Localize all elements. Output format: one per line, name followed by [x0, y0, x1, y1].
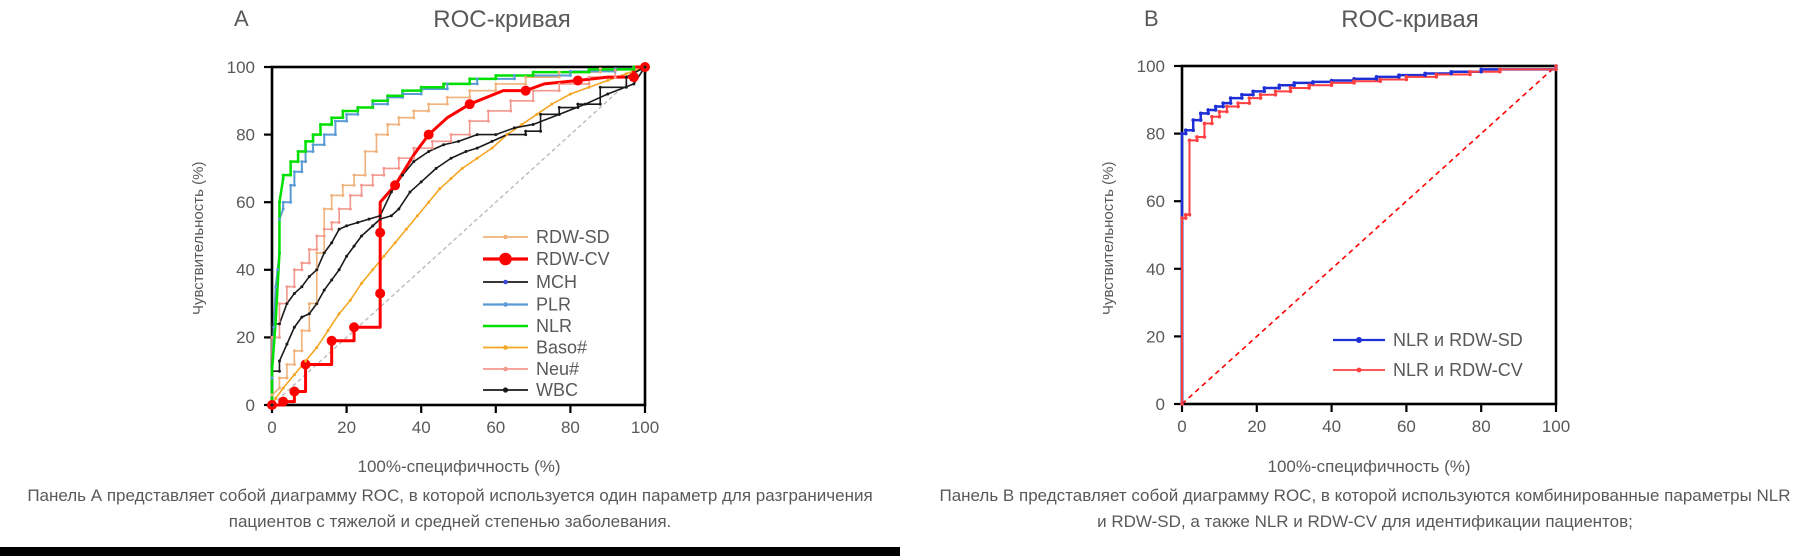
svg-text:20: 20	[337, 418, 356, 437]
svg-text:PLR: PLR	[536, 295, 571, 315]
svg-text:80: 80	[236, 126, 255, 145]
svg-text:40: 40	[1146, 260, 1165, 279]
svg-text:NLR: NLR	[536, 316, 572, 336]
svg-text:0: 0	[1156, 395, 1165, 414]
svg-text:0: 0	[1177, 417, 1186, 436]
svg-text:80: 80	[1146, 125, 1165, 144]
svg-text:40: 40	[412, 418, 431, 437]
svg-text:100: 100	[1542, 417, 1570, 436]
svg-text:100: 100	[1137, 57, 1165, 76]
svg-text:60: 60	[486, 418, 505, 437]
svg-text:100: 100	[227, 58, 255, 77]
svg-text:80: 80	[561, 418, 580, 437]
svg-text:60: 60	[1397, 417, 1416, 436]
svg-text:60: 60	[236, 193, 255, 212]
svg-text:Neu#: Neu#	[536, 359, 579, 379]
svg-text:RDW-CV: RDW-CV	[536, 249, 610, 269]
svg-text:RDW-SD: RDW-SD	[536, 227, 610, 247]
svg-text:100: 100	[631, 418, 659, 437]
svg-text:20: 20	[1247, 417, 1266, 436]
svg-text:40: 40	[236, 261, 255, 280]
svg-text:NLR и RDW-SD: NLR и RDW-SD	[1393, 330, 1523, 350]
svg-text:0: 0	[267, 418, 276, 437]
svg-text:60: 60	[1146, 192, 1165, 211]
svg-text:80: 80	[1472, 417, 1491, 436]
svg-text:20: 20	[1146, 327, 1165, 346]
svg-text:40: 40	[1322, 417, 1341, 436]
svg-text:WBC: WBC	[536, 380, 578, 400]
svg-text:NLR и RDW-CV: NLR и RDW-CV	[1393, 360, 1523, 380]
svg-text:0: 0	[246, 396, 255, 415]
svg-text:20: 20	[236, 328, 255, 347]
svg-text:MCH: MCH	[536, 272, 577, 292]
svg-text:Baso#: Baso#	[536, 338, 587, 358]
